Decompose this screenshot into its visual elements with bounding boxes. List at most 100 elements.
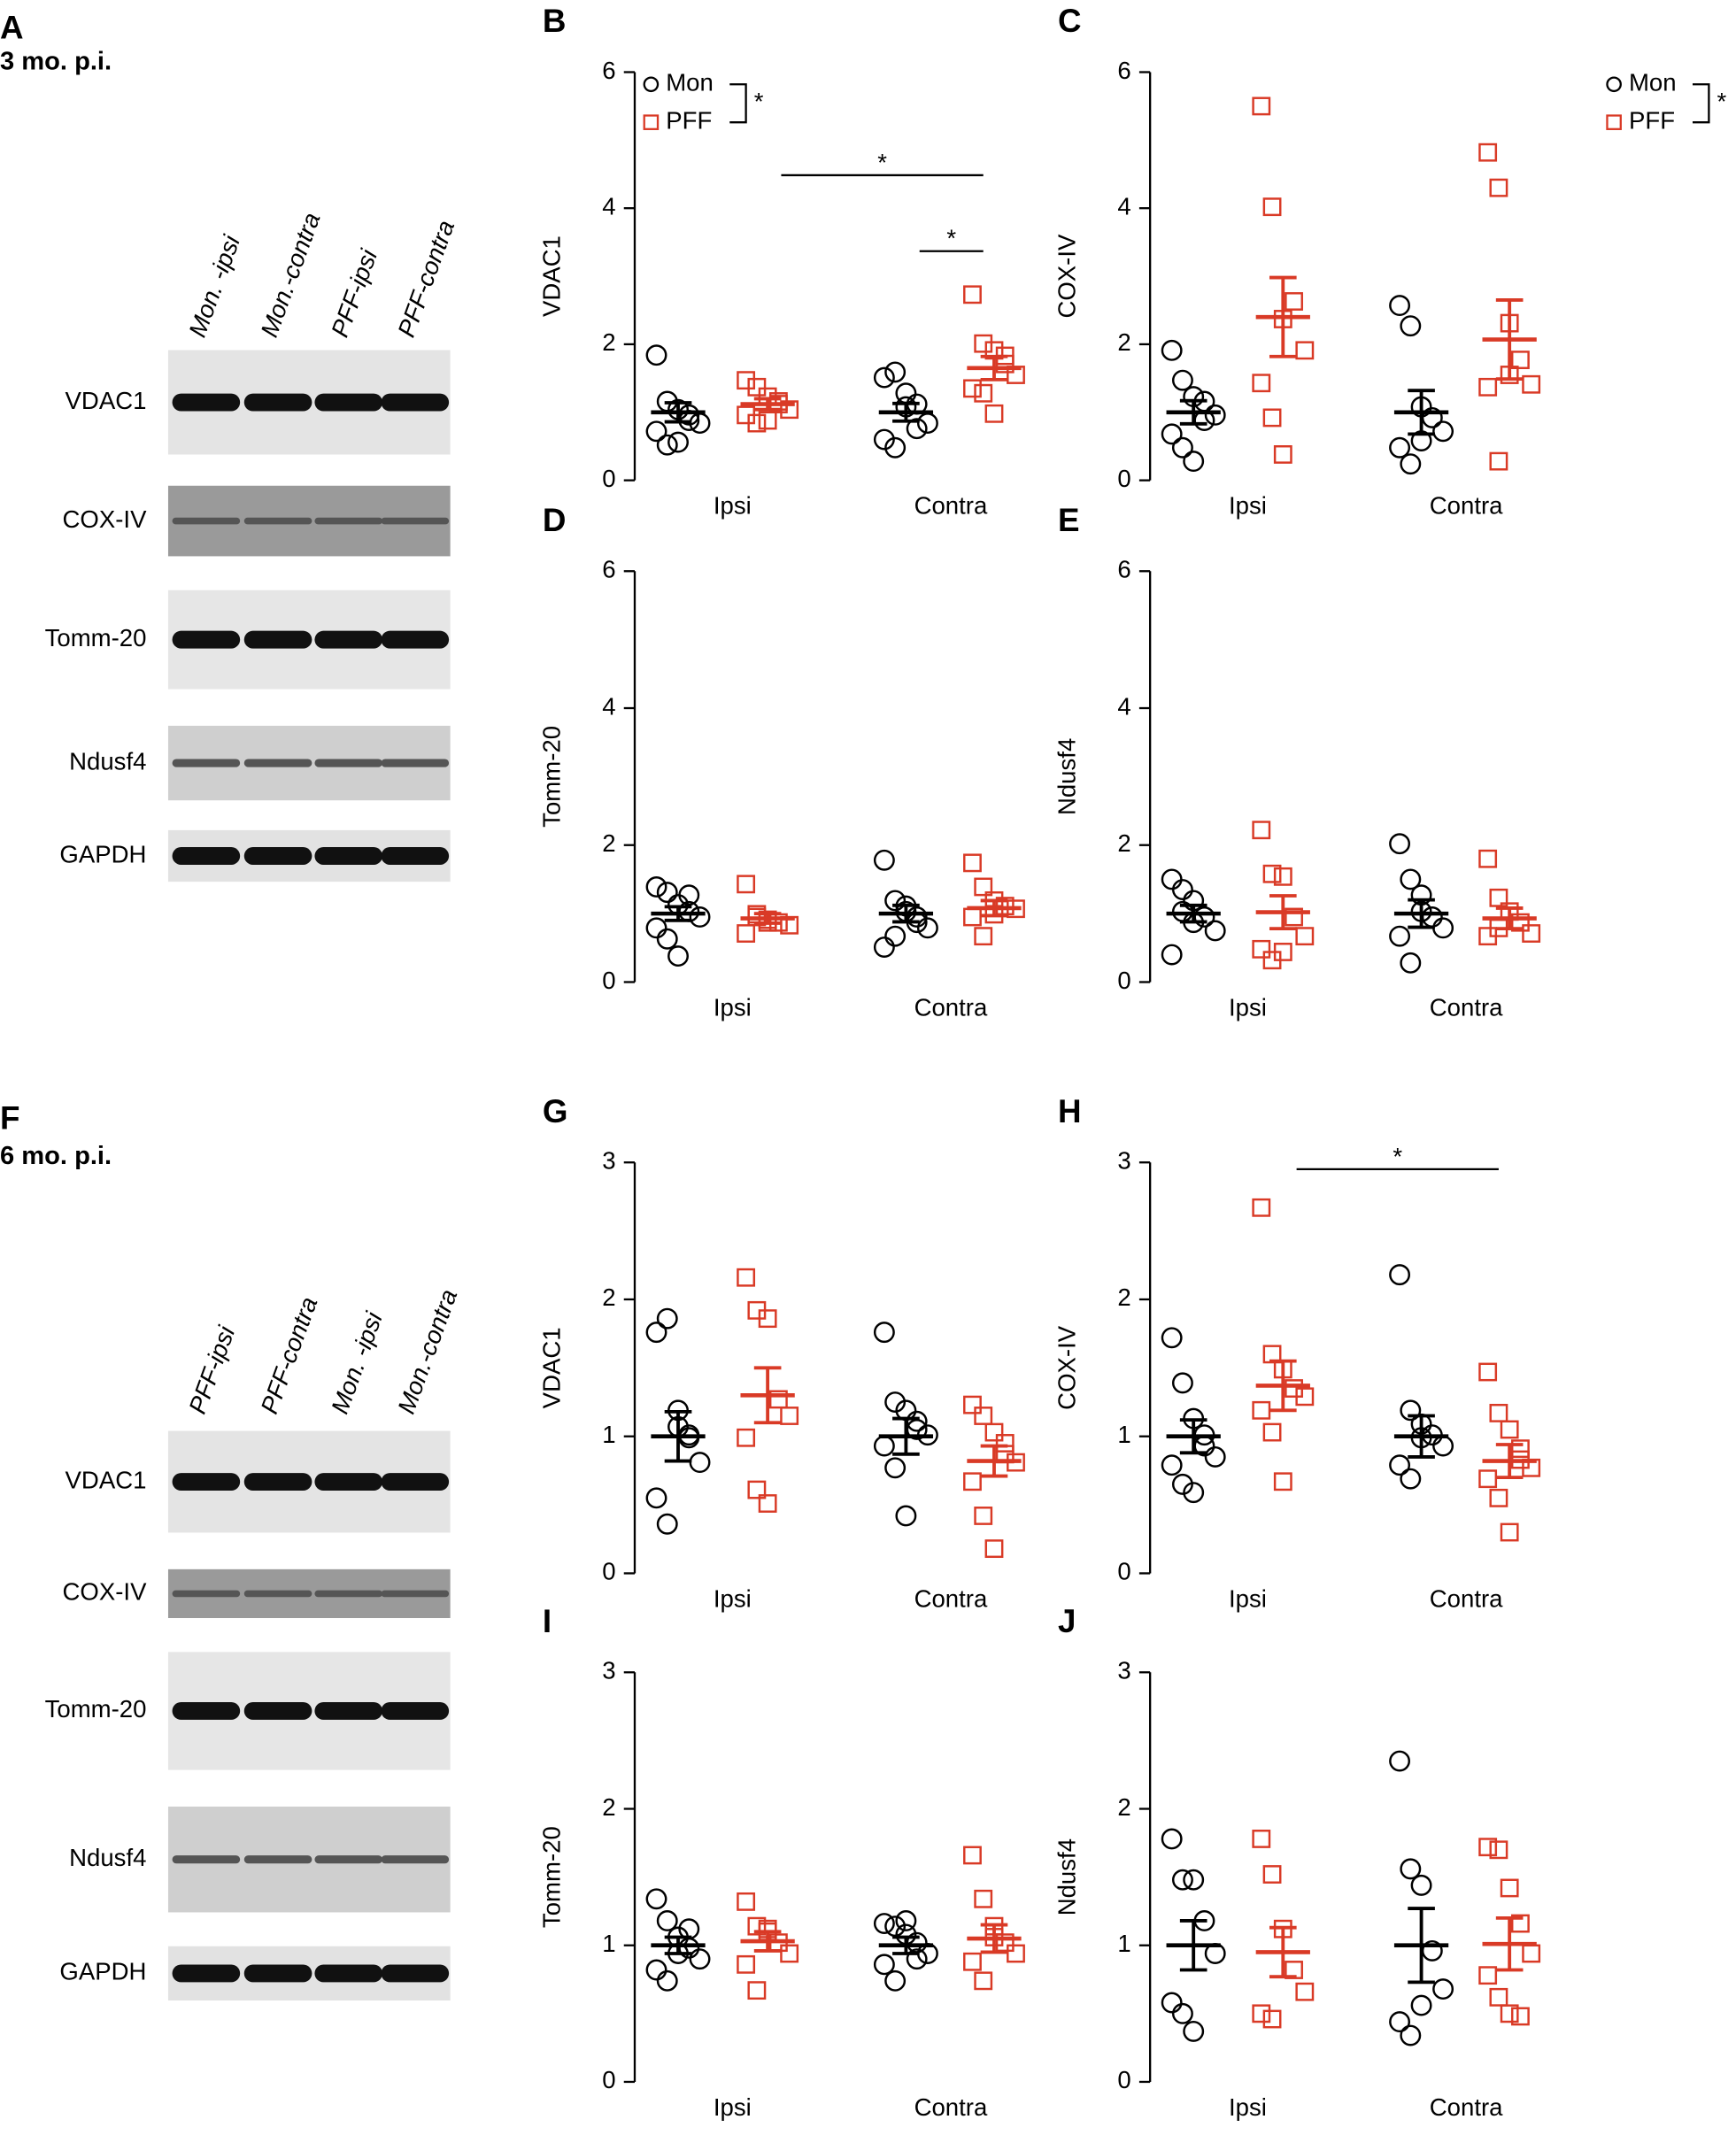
data-point (1500, 1878, 1519, 1898)
data-point (873, 428, 895, 451)
x-tick-label: Ipsi (1229, 2093, 1267, 2121)
y-tick-label: 1 (602, 1421, 615, 1448)
data-point (737, 1892, 756, 1911)
blot-label: Ndusf4 (69, 1844, 146, 1871)
error-bar (1408, 1414, 1435, 1459)
error-bar (1179, 903, 1207, 924)
blot-band (381, 1473, 450, 1491)
blot-band (172, 517, 241, 525)
y-tick-label: 4 (602, 192, 615, 220)
data-point (1171, 1473, 1193, 1495)
data-point (667, 945, 689, 967)
data-point (737, 1268, 756, 1287)
data-point (1161, 1327, 1183, 1349)
data-point (974, 1407, 993, 1425)
error-bar (1408, 389, 1435, 436)
data-point (974, 1971, 993, 1991)
data-point (1522, 1944, 1541, 1963)
data-point (895, 1505, 917, 1527)
data-point (1432, 917, 1454, 939)
data-point (963, 1472, 982, 1491)
blot-band (172, 393, 241, 412)
y-axis-label: VDAC1 (537, 235, 565, 317)
data-point (1193, 906, 1215, 928)
data-point (1007, 1944, 1025, 1963)
data-point (1489, 178, 1508, 197)
data-point (1500, 1522, 1519, 1542)
data-point (895, 1910, 917, 1931)
data-point (747, 1916, 767, 1936)
panel-letter: J (1058, 1603, 1076, 1639)
blot-band (243, 630, 312, 649)
data-point (1295, 1982, 1315, 2001)
data-point (873, 936, 895, 958)
data-point (1489, 888, 1508, 907)
blot-band (314, 1964, 383, 1983)
data-point (1389, 1454, 1411, 1476)
blot-band (243, 517, 312, 525)
data-point (1262, 197, 1282, 217)
data-point (1478, 143, 1498, 162)
y-tick-label: 2 (602, 1793, 615, 1821)
data-point (873, 1913, 895, 1935)
error-bar (664, 905, 692, 922)
data-point (963, 1395, 982, 1414)
lane-label: Mon. -ipsi (326, 1308, 388, 1418)
blot-band (243, 1590, 312, 1598)
blot-band (314, 517, 383, 525)
data-point (873, 1954, 895, 1976)
data-point (963, 379, 982, 398)
data-point (1262, 408, 1282, 428)
blot-band (314, 1473, 383, 1491)
y-tick-label: 1 (1117, 1930, 1130, 1957)
data-point (1400, 315, 1422, 337)
x-tick-label: Contra (1430, 492, 1503, 520)
blot-band (314, 1590, 383, 1598)
data-point (1171, 369, 1193, 391)
y-tick-label: 1 (602, 1930, 615, 1957)
blot-band (243, 1701, 312, 1720)
y-tick-label: 6 (602, 57, 615, 84)
y-tick-label: 0 (1117, 2066, 1130, 2093)
legend-bracket (1692, 83, 1710, 124)
blot-band (172, 1473, 241, 1491)
y-tick-label: 2 (602, 1283, 615, 1311)
data-point (1161, 1828, 1183, 1850)
lane-label: PFF-contra (255, 1293, 322, 1417)
data-point (1432, 420, 1454, 443)
data-point (1171, 436, 1193, 459)
data-point (737, 371, 756, 390)
data-point (974, 877, 993, 897)
data-point (689, 1948, 711, 1970)
data-point (747, 377, 767, 397)
blot-band (243, 847, 312, 865)
blot-band (314, 393, 383, 412)
data-point (1262, 1422, 1282, 1442)
blot-band (381, 1964, 450, 1983)
data-point (1183, 1869, 1205, 1891)
data-point (645, 1487, 667, 1509)
data-point (974, 1507, 993, 1525)
data-point (1389, 1750, 1411, 1772)
data-point (667, 431, 689, 453)
x-tick-label: Ipsi (1229, 993, 1267, 1021)
data-point (656, 1969, 678, 1992)
y-tick-label: 2 (1117, 1283, 1130, 1311)
data-point (1273, 445, 1292, 464)
data-point (1171, 879, 1193, 900)
data-point (974, 383, 993, 403)
panel-letter: D (543, 502, 567, 538)
data-point (656, 882, 678, 904)
y-axis-label: VDAC1 (537, 1327, 565, 1408)
error-bar (1269, 275, 1297, 358)
y-tick-label: 0 (602, 1558, 615, 1585)
blot-band (172, 759, 241, 767)
y-tick-label: 3 (1117, 1657, 1130, 1684)
blot-band (172, 1855, 241, 1864)
blot-band (243, 393, 312, 412)
x-tick-label: Ipsi (1229, 1584, 1267, 1612)
data-point (884, 1969, 907, 1992)
data-point (645, 1322, 667, 1344)
legend-marker (1606, 114, 1622, 130)
blot-band (243, 1473, 312, 1491)
